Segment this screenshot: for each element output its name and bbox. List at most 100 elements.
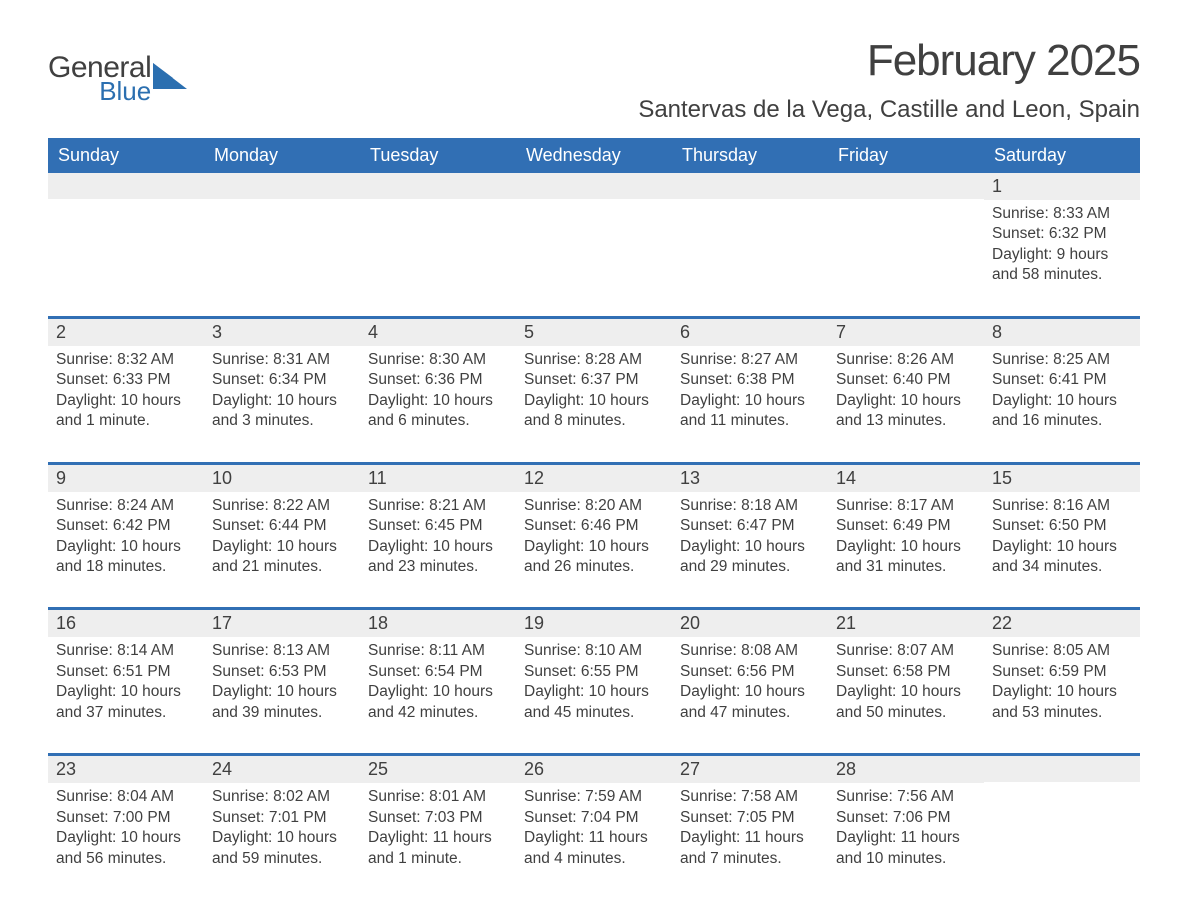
daylight-text: Daylight: 11 hours and 10 minutes. <box>836 828 976 869</box>
sunset-text: Sunset: 6:58 PM <box>836 662 976 682</box>
brand-triangle-icon <box>153 63 187 94</box>
day-details: Sunrise: 8:10 AMSunset: 6:55 PMDaylight:… <box>516 637 672 723</box>
weekday-header: Thursday <box>672 138 828 173</box>
day-number <box>204 173 360 199</box>
calendar-cell: 10Sunrise: 8:22 AMSunset: 6:44 PMDayligh… <box>204 465 360 584</box>
sunrise-text: Sunrise: 8:11 AM <box>368 641 508 661</box>
sunrise-text: Sunrise: 8:30 AM <box>368 350 508 370</box>
day-number <box>672 173 828 199</box>
daylight-text: Daylight: 10 hours and 23 minutes. <box>368 537 508 578</box>
calendar-cell: 13Sunrise: 8:18 AMSunset: 6:47 PMDayligh… <box>672 465 828 584</box>
weekday-header: Wednesday <box>516 138 672 173</box>
day-number <box>48 173 204 199</box>
calendar-cell: 16Sunrise: 8:14 AMSunset: 6:51 PMDayligh… <box>48 610 204 729</box>
daylight-text: Daylight: 10 hours and 31 minutes. <box>836 537 976 578</box>
calendar-week: 9Sunrise: 8:24 AMSunset: 6:42 PMDaylight… <box>48 462 1140 584</box>
day-details: Sunrise: 8:11 AMSunset: 6:54 PMDaylight:… <box>360 637 516 723</box>
daylight-text: Daylight: 10 hours and 56 minutes. <box>56 828 196 869</box>
day-details: Sunrise: 8:31 AMSunset: 6:34 PMDaylight:… <box>204 346 360 432</box>
sunset-text: Sunset: 6:34 PM <box>212 370 352 390</box>
day-details: Sunrise: 7:56 AMSunset: 7:06 PMDaylight:… <box>828 783 984 869</box>
day-number: 21 <box>828 610 984 637</box>
calendar-cell <box>672 173 828 292</box>
daylight-text: Daylight: 10 hours and 53 minutes. <box>992 682 1132 723</box>
calendar-week: 2Sunrise: 8:32 AMSunset: 6:33 PMDaylight… <box>48 316 1140 438</box>
day-number: 4 <box>360 319 516 346</box>
day-details: Sunrise: 8:14 AMSunset: 6:51 PMDaylight:… <box>48 637 204 723</box>
weekday-header: Tuesday <box>360 138 516 173</box>
sunrise-text: Sunrise: 8:01 AM <box>368 787 508 807</box>
sunset-text: Sunset: 6:33 PM <box>56 370 196 390</box>
day-number: 2 <box>48 319 204 346</box>
calendar-cell: 28Sunrise: 7:56 AMSunset: 7:06 PMDayligh… <box>828 756 984 875</box>
weekday-header: Monday <box>204 138 360 173</box>
calendar-cell <box>984 756 1140 875</box>
day-details: Sunrise: 8:08 AMSunset: 6:56 PMDaylight:… <box>672 637 828 723</box>
daylight-text: Daylight: 10 hours and 26 minutes. <box>524 537 664 578</box>
day-number: 16 <box>48 610 204 637</box>
sunrise-text: Sunrise: 8:17 AM <box>836 496 976 516</box>
sunset-text: Sunset: 6:56 PM <box>680 662 820 682</box>
sunrise-text: Sunrise: 8:31 AM <box>212 350 352 370</box>
calendar-week: 23Sunrise: 8:04 AMSunset: 7:00 PMDayligh… <box>48 753 1140 875</box>
day-number: 22 <box>984 610 1140 637</box>
calendar-cell: 20Sunrise: 8:08 AMSunset: 6:56 PMDayligh… <box>672 610 828 729</box>
day-details: Sunrise: 7:59 AMSunset: 7:04 PMDaylight:… <box>516 783 672 869</box>
sunset-text: Sunset: 7:03 PM <box>368 808 508 828</box>
sunrise-text: Sunrise: 8:07 AM <box>836 641 976 661</box>
sunset-text: Sunset: 6:32 PM <box>992 224 1132 244</box>
sunrise-text: Sunrise: 8:33 AM <box>992 204 1132 224</box>
calendar-cell: 14Sunrise: 8:17 AMSunset: 6:49 PMDayligh… <box>828 465 984 584</box>
day-details: Sunrise: 8:04 AMSunset: 7:00 PMDaylight:… <box>48 783 204 869</box>
daylight-text: Daylight: 10 hours and 6 minutes. <box>368 391 508 432</box>
calendar-cell: 8Sunrise: 8:25 AMSunset: 6:41 PMDaylight… <box>984 319 1140 438</box>
title-block: February 2025 Santervas de la Vega, Cast… <box>638 36 1140 124</box>
sunset-text: Sunset: 6:51 PM <box>56 662 196 682</box>
day-details: Sunrise: 8:18 AMSunset: 6:47 PMDaylight:… <box>672 492 828 578</box>
sunset-text: Sunset: 6:37 PM <box>524 370 664 390</box>
day-details: Sunrise: 8:01 AMSunset: 7:03 PMDaylight:… <box>360 783 516 869</box>
daylight-text: Daylight: 10 hours and 16 minutes. <box>992 391 1132 432</box>
calendar-cell: 2Sunrise: 8:32 AMSunset: 6:33 PMDaylight… <box>48 319 204 438</box>
day-number: 17 <box>204 610 360 637</box>
weeks-container: 1Sunrise: 8:33 AMSunset: 6:32 PMDaylight… <box>48 173 1140 875</box>
weekday-header-row: Sunday Monday Tuesday Wednesday Thursday… <box>48 138 1140 173</box>
brand-logo: General Blue <box>48 54 187 103</box>
daylight-text: Daylight: 10 hours and 42 minutes. <box>368 682 508 723</box>
day-details: Sunrise: 8:07 AMSunset: 6:58 PMDaylight:… <box>828 637 984 723</box>
weekday-header: Friday <box>828 138 984 173</box>
sunrise-text: Sunrise: 8:32 AM <box>56 350 196 370</box>
daylight-text: Daylight: 10 hours and 1 minute. <box>56 391 196 432</box>
daylight-text: Daylight: 10 hours and 11 minutes. <box>680 391 820 432</box>
calendar-cell <box>516 173 672 292</box>
calendar-cell: 21Sunrise: 8:07 AMSunset: 6:58 PMDayligh… <box>828 610 984 729</box>
sunrise-text: Sunrise: 7:58 AM <box>680 787 820 807</box>
day-number: 6 <box>672 319 828 346</box>
daylight-text: Daylight: 10 hours and 50 minutes. <box>836 682 976 723</box>
daylight-text: Daylight: 11 hours and 4 minutes. <box>524 828 664 869</box>
sunset-text: Sunset: 7:00 PM <box>56 808 196 828</box>
daylight-text: Daylight: 10 hours and 37 minutes. <box>56 682 196 723</box>
daylight-text: Daylight: 10 hours and 59 minutes. <box>212 828 352 869</box>
calendar-cell: 6Sunrise: 8:27 AMSunset: 6:38 PMDaylight… <box>672 319 828 438</box>
sunset-text: Sunset: 7:01 PM <box>212 808 352 828</box>
sunrise-text: Sunrise: 8:10 AM <box>524 641 664 661</box>
calendar-cell: 12Sunrise: 8:20 AMSunset: 6:46 PMDayligh… <box>516 465 672 584</box>
daylight-text: Daylight: 10 hours and 3 minutes. <box>212 391 352 432</box>
day-number: 3 <box>204 319 360 346</box>
sunset-text: Sunset: 6:36 PM <box>368 370 508 390</box>
day-number: 11 <box>360 465 516 492</box>
day-number: 25 <box>360 756 516 783</box>
day-number: 12 <box>516 465 672 492</box>
day-details: Sunrise: 8:32 AMSunset: 6:33 PMDaylight:… <box>48 346 204 432</box>
daylight-text: Daylight: 10 hours and 13 minutes. <box>836 391 976 432</box>
calendar-week: 16Sunrise: 8:14 AMSunset: 6:51 PMDayligh… <box>48 607 1140 729</box>
sunset-text: Sunset: 6:55 PM <box>524 662 664 682</box>
day-number: 28 <box>828 756 984 783</box>
day-number: 27 <box>672 756 828 783</box>
day-number: 5 <box>516 319 672 346</box>
sunrise-text: Sunrise: 8:26 AM <box>836 350 976 370</box>
calendar-cell: 1Sunrise: 8:33 AMSunset: 6:32 PMDaylight… <box>984 173 1140 292</box>
calendar-cell: 9Sunrise: 8:24 AMSunset: 6:42 PMDaylight… <box>48 465 204 584</box>
day-details: Sunrise: 7:58 AMSunset: 7:05 PMDaylight:… <box>672 783 828 869</box>
